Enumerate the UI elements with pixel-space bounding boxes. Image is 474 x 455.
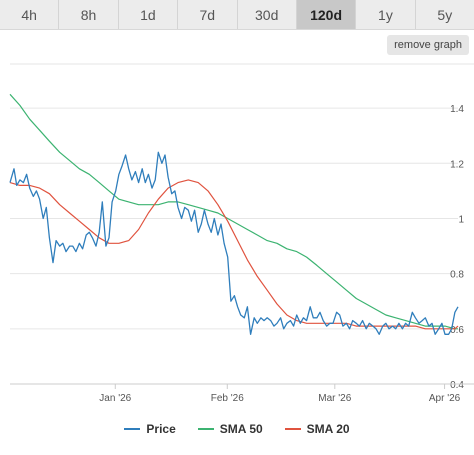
y-tick-label: 0.4 — [450, 380, 464, 391]
y-tick-label: 1.4 — [450, 104, 464, 115]
y-tick-label: 0.8 — [450, 270, 464, 281]
series-line-sma-20 — [9, 179, 459, 330]
tab-4h[interactable]: 4h — [0, 0, 60, 29]
tab-30d[interactable]: 30d — [238, 0, 297, 29]
timeframe-tabs: 4h 8h 1d 7d 30d 120d 1y 5y — [0, 0, 474, 30]
legend-label: Price — [146, 422, 176, 436]
x-tick-label: Apr '26 — [429, 393, 461, 404]
series-line-price — [9, 151, 459, 335]
legend-label: SMA 50 — [219, 422, 263, 436]
y-tick-label: 1.2 — [450, 159, 464, 170]
legend-item-price[interactable]: Price — [124, 422, 176, 436]
legend-swatch — [284, 428, 301, 430]
x-tick-label: Jan '26 — [99, 393, 131, 404]
tab-8h[interactable]: 8h — [59, 0, 119, 29]
tab-120d[interactable]: 120d — [296, 0, 357, 29]
tab-5y[interactable]: 5y — [437, 6, 453, 23]
legend-item-sma-20[interactable]: SMA 20 — [284, 422, 350, 436]
legend-swatch — [197, 428, 214, 430]
y-tick-label: 1 — [458, 214, 464, 225]
legend-label: SMA 20 — [306, 422, 350, 436]
x-tick-label: Feb '26 — [211, 393, 244, 404]
legend-item-sma-50[interactable]: SMA 50 — [197, 422, 263, 436]
series-line-sma-50 — [9, 93, 458, 330]
y-tick-label: 0.6 — [450, 325, 464, 336]
x-tick-label: Mar '26 — [318, 393, 351, 404]
tab-1y[interactable]: 1y — [356, 0, 416, 29]
legend-swatch — [124, 428, 141, 430]
chart-legend: Price SMA 50 SMA 20 — [0, 419, 474, 439]
tab-1d[interactable]: 1d — [119, 0, 179, 29]
tab-7d[interactable]: 7d — [178, 0, 238, 29]
remove-graph-button[interactable]: remove graph — [387, 35, 469, 55]
